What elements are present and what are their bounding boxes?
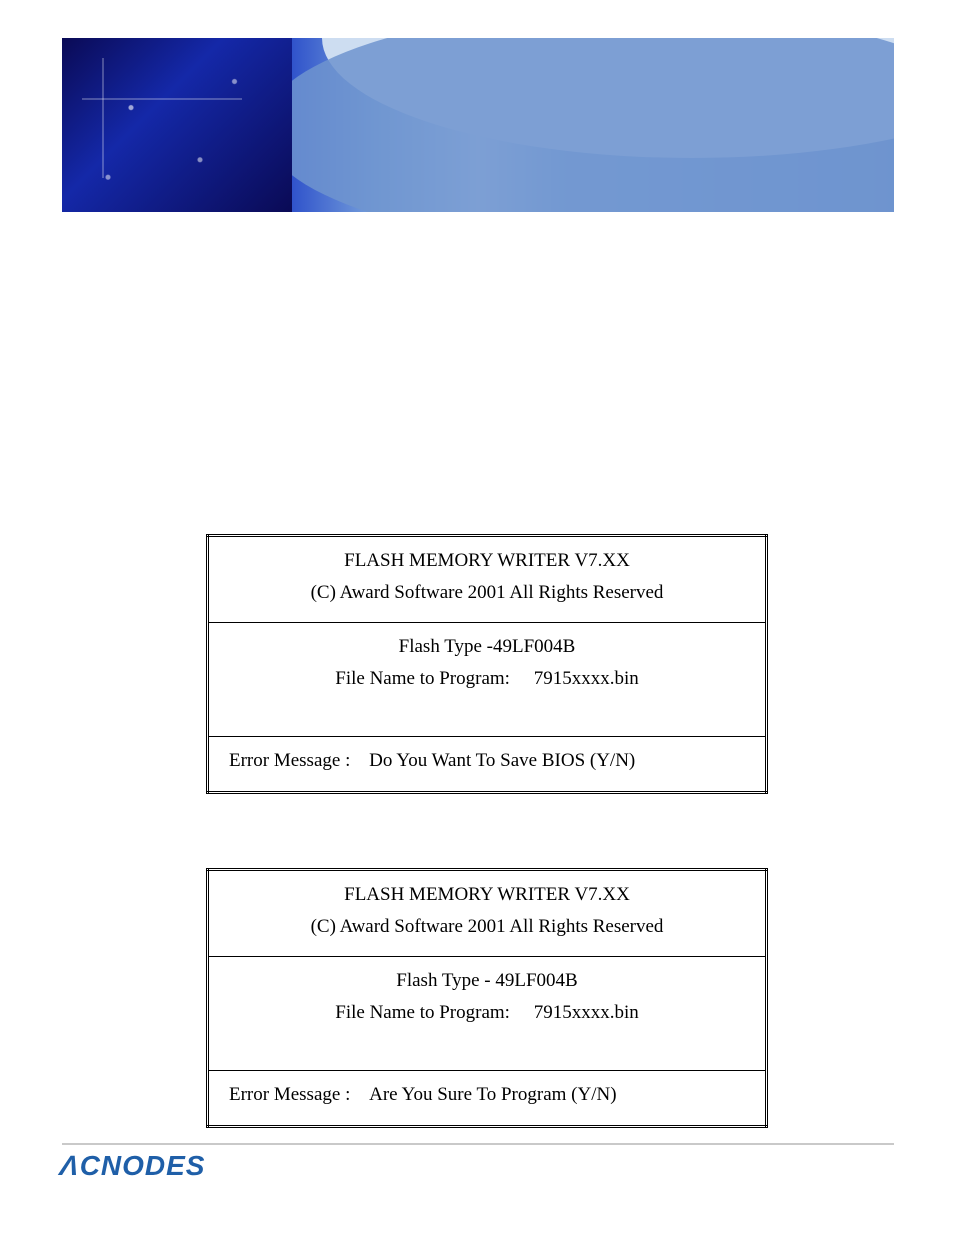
bios-dialog-program: FLASH MEMORY WRITER V7.XX (C) Award Soft… bbox=[206, 868, 768, 1128]
bios-title: FLASH MEMORY WRITER V7.XX bbox=[223, 881, 751, 909]
bios-file-name: 7915xxxx.bin bbox=[534, 1002, 639, 1023]
bios-error-prefix: Error Message : bbox=[229, 1084, 350, 1105]
bios-header-cell: FLASH MEMORY WRITER V7.XX (C) Award Soft… bbox=[208, 870, 767, 957]
bios-error-body: Do You Want To Save BIOS (Y/N) bbox=[369, 750, 635, 771]
brand-logo: ΛCNODES bbox=[60, 1150, 205, 1182]
bios-title: FLASH MEMORY WRITER V7.XX bbox=[223, 547, 751, 575]
bios-file-name: 7915xxxx.bin bbox=[534, 668, 639, 689]
bios-file-line: File Name to Program: 7915xxxx.bin bbox=[223, 999, 751, 1027]
bios-flash-type: Flash Type -49LF004B bbox=[223, 633, 751, 661]
bios-header-cell: FLASH MEMORY WRITER V7.XX (C) Award Soft… bbox=[208, 536, 767, 623]
brand-lambda-icon: Λ bbox=[58, 1150, 81, 1182]
banner-swoosh bbox=[262, 38, 894, 212]
banner-circuit-art bbox=[62, 38, 292, 212]
bios-file-line: File Name to Program: 7915xxxx.bin bbox=[223, 665, 751, 693]
bios-copyright: (C) Award Software 2001 All Rights Reser… bbox=[223, 913, 751, 941]
brand-text: CNODES bbox=[80, 1150, 206, 1181]
bios-info-cell: Flash Type -49LF004B File Name to Progra… bbox=[208, 623, 767, 737]
bios-file-label: File Name to Program: bbox=[335, 668, 510, 689]
bios-info-cell: Flash Type - 49LF004B File Name to Progr… bbox=[208, 957, 767, 1071]
bios-dialog-save: FLASH MEMORY WRITER V7.XX (C) Award Soft… bbox=[206, 534, 768, 794]
bios-copyright: (C) Award Software 2001 All Rights Reser… bbox=[223, 579, 751, 607]
bios-error-cell: Error Message : Do You Want To Save BIOS… bbox=[208, 737, 767, 793]
bios-error-prefix: Error Message : bbox=[229, 750, 350, 771]
header-banner bbox=[62, 38, 894, 212]
footer-rule bbox=[62, 1143, 894, 1145]
bios-error-cell: Error Message : Are You Sure To Program … bbox=[208, 1071, 767, 1127]
bios-file-label: File Name to Program: bbox=[335, 1002, 510, 1023]
bios-flash-type: Flash Type - 49LF004B bbox=[223, 967, 751, 995]
bios-error-body: Are You Sure To Program (Y/N) bbox=[369, 1084, 616, 1105]
